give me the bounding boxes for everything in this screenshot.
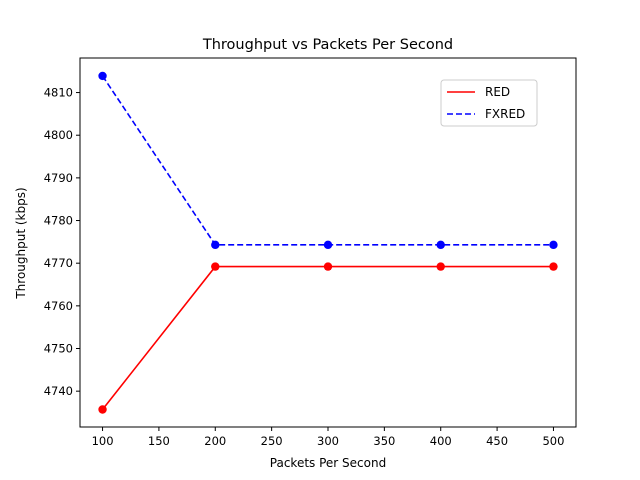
legend: RED FXRED: [440, 79, 538, 127]
x-tick-label: 150: [148, 434, 170, 448]
data-point-fxred: [323, 240, 333, 250]
y-tick-label: 4750: [44, 342, 73, 356]
data-point-red: [436, 262, 445, 271]
y-tick-label: 4800: [44, 128, 73, 142]
x-tick-label: 250: [261, 434, 283, 448]
x-tick-label: 200: [204, 434, 226, 448]
y-tick-label: 4760: [44, 299, 73, 313]
x-tick-label: 450: [486, 434, 508, 448]
x-axis-label: Packets Per Second: [270, 456, 386, 470]
y-tick-label: 4770: [44, 256, 73, 270]
data-point-fxred: [98, 71, 107, 81]
data-point-fxred: [211, 240, 220, 250]
x-tick-label: 500: [542, 434, 564, 448]
x-tick-label: 400: [430, 434, 452, 448]
y-tick-label: 4740: [44, 384, 73, 398]
data-point-red: [323, 262, 333, 271]
y-tick-label: 4780: [44, 214, 73, 228]
data-point-fxred: [549, 240, 558, 250]
x-tick-label: 350: [373, 434, 395, 448]
y-axis-label: Throughput (kbps): [14, 187, 28, 299]
y-tick-label: 4810: [44, 86, 73, 100]
y-tick-label: 4790: [44, 171, 73, 185]
data-point-fxred: [436, 240, 445, 250]
data-point-red: [211, 262, 220, 271]
legend-label-red: RED: [485, 85, 510, 99]
data-point-red: [98, 405, 107, 414]
legend-label-fxred: FXRED: [485, 107, 525, 121]
chart-title: Throughput vs Packets Per Second: [202, 37, 453, 53]
x-tick-label: 100: [92, 434, 114, 448]
data-point-red: [549, 262, 558, 271]
x-tick-label: 300: [317, 434, 339, 448]
